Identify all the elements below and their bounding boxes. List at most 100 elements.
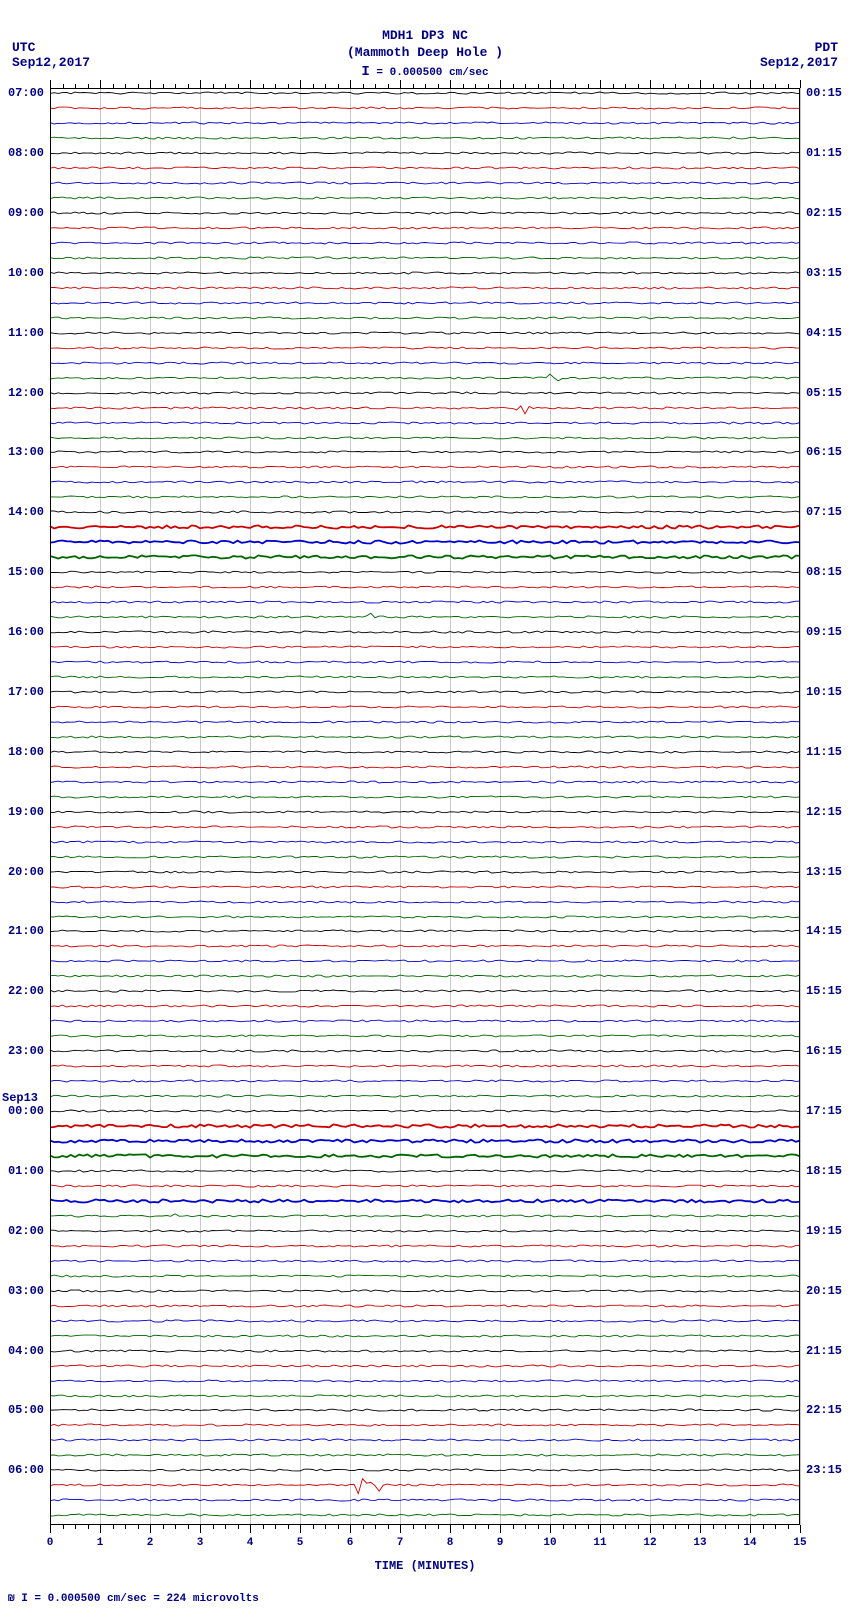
x-minor-tick [175, 1525, 176, 1529]
x-minor-tick [388, 1525, 389, 1529]
x-minor-tick [588, 84, 589, 88]
x-minor-tick [213, 84, 214, 88]
trace-row [50, 1006, 800, 1007]
trace-row: Sep1300:0017:15 [50, 1111, 800, 1112]
trace-row [50, 228, 800, 229]
utc-time-label: 04:00 [2, 1344, 44, 1358]
utc-time-label: 03:00 [2, 1284, 44, 1298]
x-minor-tick [525, 1525, 526, 1529]
trace-row [50, 677, 800, 678]
x-minor-tick [388, 84, 389, 88]
pdt-time-label: 05:15 [806, 386, 848, 400]
footer-scale-text: = 0.000500 cm/sec = 224 microvolts [34, 1593, 258, 1605]
utc-time-label: 14:00 [2, 505, 44, 519]
trace-row [50, 842, 800, 843]
x-major-tick [200, 80, 201, 88]
x-tick-label: 3 [197, 1537, 204, 1549]
x-minor-tick [775, 1525, 776, 1529]
x-minor-tick [488, 1525, 489, 1529]
trace-row [50, 138, 800, 139]
x-minor-tick [638, 84, 639, 88]
x-major-tick [500, 1525, 501, 1533]
x-minor-tick [225, 1525, 226, 1529]
trace-row [50, 1336, 800, 1337]
trace-row: 21:0014:15 [50, 931, 800, 932]
x-minor-tick [313, 84, 314, 88]
trace-row: 11:0004:15 [50, 333, 800, 334]
trace-row [50, 108, 800, 109]
trace-row [50, 1276, 800, 1277]
trace-row [50, 348, 800, 349]
trace-row [50, 662, 800, 663]
date-right: Sep12,2017 [760, 55, 838, 70]
x-major-tick [150, 80, 151, 88]
x-major-tick [300, 1525, 301, 1533]
x-tick-label: 1 [97, 1537, 104, 1549]
x-major-tick [700, 1525, 701, 1533]
pdt-time-label: 20:15 [806, 1284, 848, 1298]
trace-row [50, 258, 800, 259]
x-minor-tick [613, 1525, 614, 1529]
x-minor-tick [425, 1525, 426, 1529]
x-major-tick [350, 80, 351, 88]
trace-row [50, 1201, 800, 1202]
trace-row [50, 1440, 800, 1441]
x-minor-tick [275, 1525, 276, 1529]
trace-row [50, 1081, 800, 1082]
x-major-tick [800, 80, 801, 88]
trace-row [50, 1455, 800, 1456]
x-minor-tick [538, 84, 539, 88]
x-major-tick [350, 1525, 351, 1533]
utc-time-label: 05:00 [2, 1403, 44, 1417]
trace-row [50, 438, 800, 439]
x-major-tick [250, 1525, 251, 1533]
x-minor-tick [763, 84, 764, 88]
utc-time-label: 01:00 [2, 1164, 44, 1178]
trace-row [50, 1246, 800, 1247]
x-tick-label: 0 [47, 1537, 54, 1549]
utc-time-label: 21:00 [2, 924, 44, 938]
x-minor-tick [238, 1525, 239, 1529]
x-minor-tick [113, 1525, 114, 1529]
pdt-time-label: 08:15 [806, 565, 848, 579]
x-minor-tick [563, 1525, 564, 1529]
x-tick-label: 8 [447, 1537, 454, 1549]
x-tick-label: 7 [397, 1537, 404, 1549]
pdt-time-label: 19:15 [806, 1224, 848, 1238]
utc-time-label: 19:00 [2, 805, 44, 819]
utc-time-label: 12:00 [2, 386, 44, 400]
x-minor-tick [538, 1525, 539, 1529]
x-minor-tick [63, 1525, 64, 1529]
x-minor-tick [675, 84, 676, 88]
pdt-time-label: 03:15 [806, 266, 848, 280]
x-minor-tick [413, 1525, 414, 1529]
x-tick-label: 2 [147, 1537, 154, 1549]
utc-time-label: 11:00 [2, 326, 44, 340]
trace-row [50, 183, 800, 184]
x-minor-tick [475, 1525, 476, 1529]
x-minor-tick [575, 1525, 576, 1529]
x-minor-tick [563, 84, 564, 88]
trace-row [50, 827, 800, 828]
pdt-time-label: 09:15 [806, 625, 848, 639]
trace-row: 03:0020:15 [50, 1291, 800, 1292]
x-major-tick [50, 80, 51, 88]
x-major-tick [750, 1525, 751, 1533]
trace-row [50, 527, 800, 528]
trace-row [50, 946, 800, 947]
x-minor-tick [88, 84, 89, 88]
trace-row [50, 602, 800, 603]
trace-row [50, 1425, 800, 1426]
date-left: Sep12,2017 [12, 55, 90, 70]
x-tick-label: 10 [543, 1537, 556, 1549]
x-major-tick [600, 1525, 601, 1533]
x-minor-tick [463, 1525, 464, 1529]
x-minor-tick [525, 84, 526, 88]
tz-left: UTC [12, 40, 35, 55]
trace-row: 16:0009:15 [50, 632, 800, 633]
trace-row [50, 976, 800, 977]
trace-row [50, 288, 800, 289]
x-major-tick [150, 1525, 151, 1533]
utc-time-label: 20:00 [2, 865, 44, 879]
trace-row [50, 1126, 800, 1127]
